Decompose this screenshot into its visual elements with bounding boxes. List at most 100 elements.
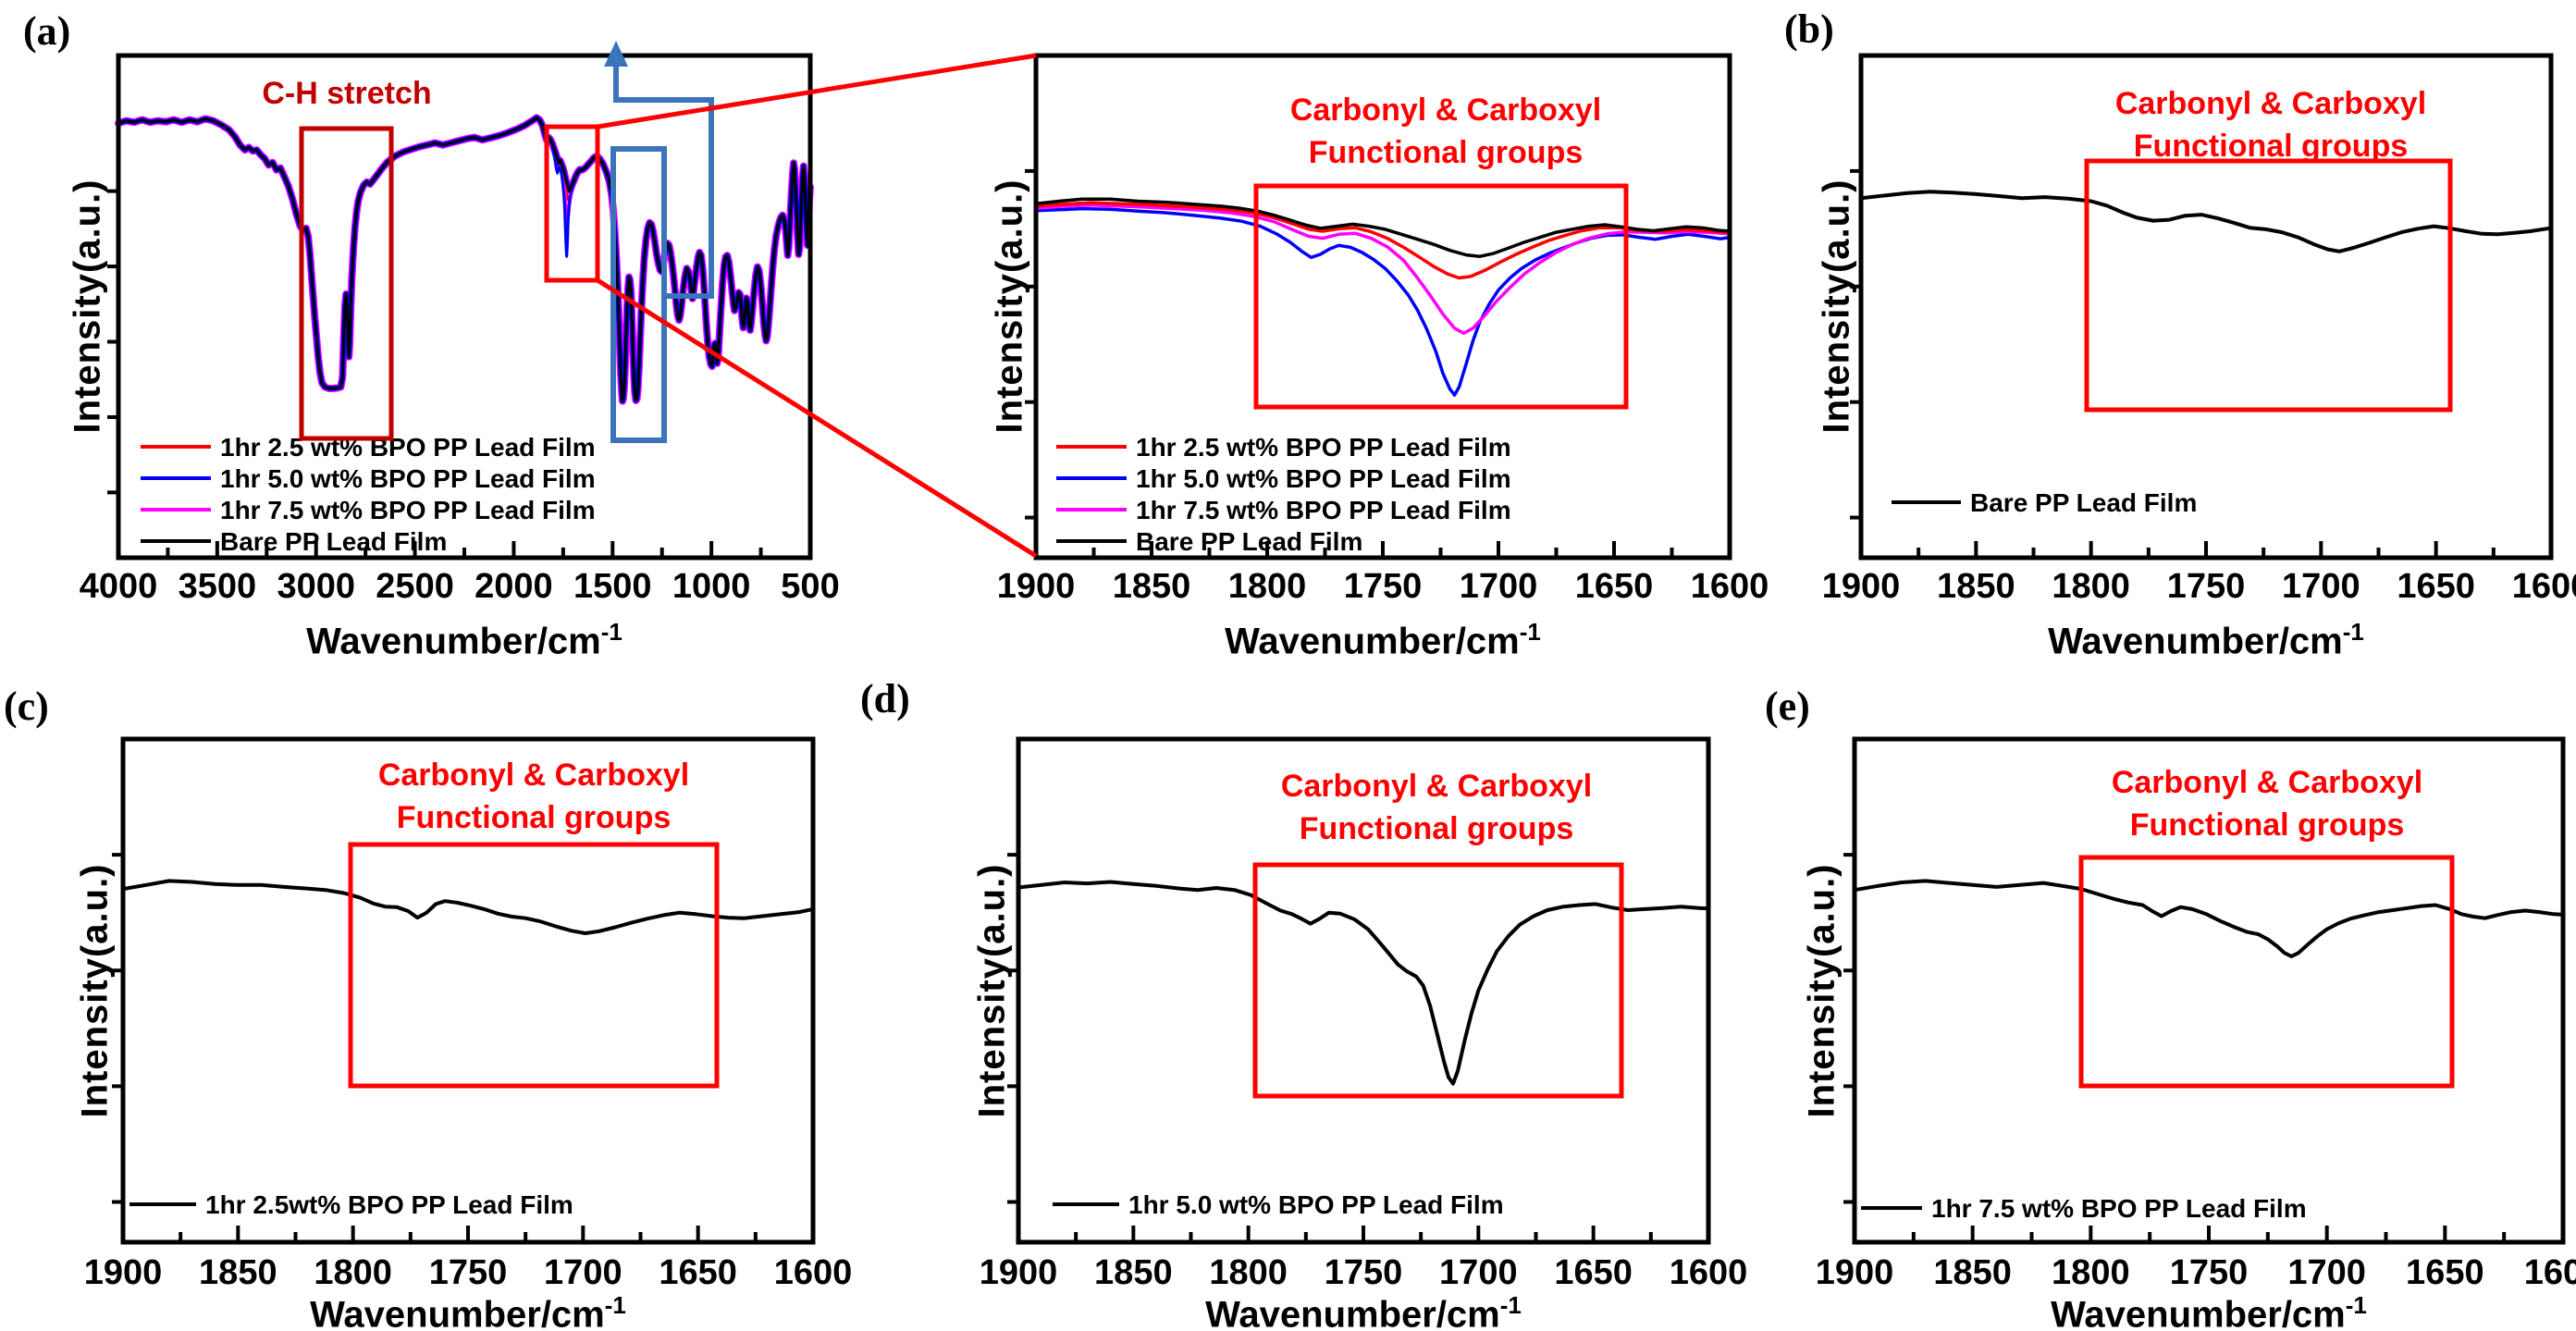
x-tick-label: 1750: [2167, 567, 2246, 606]
axes-box: [1858, 53, 2554, 561]
carbonyl-title-c: Carbonyl & Carboxyl Functional groups: [378, 754, 689, 839]
x-axis-title-text: Wavenumber/cm: [1205, 1294, 1500, 1331]
carbonyl-title-line1: Carbonyl & Carboxyl: [2111, 765, 2423, 800]
x-tick-label: 1750: [2170, 1253, 2249, 1292]
panel-a_zoom: 1900 1850 1800 1750 1700 1650 1600 1hr 2.5 wt% …: [997, 53, 1769, 606]
ch-stretch-label: C-H stretch: [262, 76, 432, 111]
legend-label: 1hr 5.0 wt% BPO PP Lead Film: [220, 464, 596, 493]
x-tick-label: 2500: [376, 567, 454, 606]
x-tick-label: 1850: [1933, 1253, 2012, 1292]
axes-box: [1852, 736, 2566, 1245]
blue-arrow-head: [604, 41, 628, 67]
axes-box: [1033, 53, 1732, 561]
x-tick-label: 1850: [1113, 567, 1191, 606]
x-axis-title-text: Wavenumber/cm: [306, 621, 601, 662]
x-tick-label: 1750: [1325, 1253, 1403, 1292]
x-tick-label: 1750: [1344, 567, 1423, 606]
x-axis-title-sup: -1: [2342, 618, 2364, 646]
x-axis-title-b: Wavenumber/cm-1: [2048, 618, 2364, 662]
curve-1hr-2.5-wt-bpo-pp-lead-film: [1034, 201, 1732, 280]
x-tick-label: 1600: [1670, 1253, 1748, 1292]
annotations: [299, 41, 2455, 1099]
legend-label: 1hr 5.0 wt% BPO PP Lead Film: [1136, 464, 1511, 493]
curve-bare-pp-lead-film: [1034, 197, 1732, 258]
x-axis-title-sup: -1: [600, 618, 622, 646]
curve-1hr-7.5-wt-bpo-pp-lead-film: [1034, 203, 1732, 336]
panel-label-c: (c): [4, 684, 49, 729]
x-axis-title-text: Wavenumber/cm: [2048, 621, 2343, 662]
carbonyl-highlight-box: [348, 842, 720, 1089]
x-tick-label: 1700: [2287, 1253, 2366, 1292]
x-tick-label: 1650: [2397, 567, 2475, 606]
x-axis-title-text: Wavenumber/cm: [2051, 1294, 2346, 1331]
panel-label-b: (b): [1784, 6, 1834, 52]
panel-c: 1900 1850 1800 1750 1700 1650 1600 1hr 2.5wt% B…: [84, 736, 852, 1292]
x-tick-label: 1900: [997, 567, 1076, 606]
y-axis-title-b: Intensity(a.u.): [1816, 179, 1857, 434]
x-axis-title-d: Wavenumber/cm-1: [1205, 1291, 1522, 1331]
y-axis-title-a: Intensity(a.u.): [67, 179, 108, 434]
carbonyl-title-line2: Functional groups: [1299, 811, 1574, 846]
x-tick-label: 1650: [2406, 1253, 2484, 1292]
blue-zoom-bracket: [613, 59, 714, 299]
legend-label: 1hr 5.0 wt% BPO PP Lead Film: [1128, 1190, 1504, 1219]
x-tick-label: 1850: [1937, 567, 2015, 606]
x-tick-label: 1900: [1816, 1253, 1894, 1292]
x-axis-title-sup: -1: [1519, 618, 1541, 646]
x-tick-label: 1800: [1209, 1253, 1288, 1292]
carbonyl-highlight-box: [2078, 855, 2455, 1089]
x-tick-label: 1500: [573, 567, 652, 606]
panel-label-e: (e): [1765, 684, 1810, 729]
y-axis-title-c: Intensity(a.u.): [74, 863, 116, 1118]
curve-1hr-2.5wt-bpo-pp-lead-film: [121, 879, 815, 935]
y-axis-title-d: Intensity(a.u.): [971, 863, 1013, 1118]
x-tick-label: 1650: [1554, 1253, 1633, 1292]
x-tick-label: 1600: [2512, 567, 2576, 606]
x-tick-label: 500: [781, 567, 839, 606]
x-tick-label: 1800: [314, 1253, 392, 1292]
legend-label: 1hr 2.5 wt% BPO PP Lead Film: [220, 433, 596, 462]
carbonyl-title-a-zoom: Carbonyl & Carboxyl Functional groups: [1290, 89, 1601, 174]
x-axis-title-sup: -1: [1499, 1291, 1522, 1319]
x-axis-title-text: Wavenumber/cm: [310, 1294, 605, 1331]
x-tick-label: 1600: [1691, 567, 1769, 606]
x-tick-label: 1650: [1575, 567, 1654, 606]
x-tick-label: 1800: [2052, 567, 2130, 606]
x-tick-label: 3500: [179, 567, 257, 606]
legend-label: 1hr 2.5 wt% BPO PP Lead Film: [1136, 433, 1511, 462]
carbonyl-region-box: [544, 124, 600, 283]
x-tick-label: 1650: [659, 1253, 737, 1292]
carbonyl-title-line1: Carbonyl & Carboxyl: [1280, 769, 1593, 804]
carbonyl-title-line1: Carbonyl & Carboxyl: [2114, 86, 2427, 121]
x-axis-title-a-zoom: Wavenumber/cm-1: [1225, 618, 1541, 662]
carbonyl-title-e: Carbonyl & Carboxyl Functional groups: [2112, 761, 2422, 846]
legend-label: Bare PP Lead Film: [1970, 488, 2197, 517]
curve-fringe-magenta: [115, 114, 814, 405]
panel-b: 1900 1850 1800 1750 1700 1650 1600 Bare PP Lead…: [1822, 53, 2576, 606]
x-tick-label: 1600: [2524, 1253, 2576, 1292]
x-axis-title-text: Wavenumber/cm: [1225, 621, 1520, 662]
ch-stretch-box: [299, 126, 394, 441]
legend-label: Bare PP Lead Film: [220, 527, 447, 556]
x-tick-label: 1700: [1460, 567, 1538, 606]
panel-label-d: (d): [860, 676, 910, 721]
legend-label: 1hr 7.5 wt% BPO PP Lead Film: [1931, 1194, 2307, 1223]
panel-e: 1900 1850 1800 1750 1700 1650 1600 1hr 7.5 wt% …: [1816, 736, 2576, 1292]
carbonyl-title-d: Carbonyl & Carboxyl Functional groups: [1281, 765, 1592, 850]
x-tick-label: 1900: [1822, 567, 1901, 606]
panel-label-a: (a): [23, 8, 71, 54]
carbonyl-highlight-box: [2084, 158, 2453, 413]
x-axis-title-e: Wavenumber/cm-1: [2051, 1291, 2367, 1331]
carbonyl-title-line1: Carbonyl & Carboxyl: [1289, 92, 1602, 128]
carbonyl-title-b: Carbonyl & Carboxyl Functional groups: [2115, 82, 2426, 167]
legend-label: 1hr 2.5wt% BPO PP Lead Film: [205, 1190, 573, 1219]
axes-box: [116, 53, 813, 561]
carbonyl-title-line2: Functional groups: [2129, 807, 2405, 843]
x-tick-label: 1850: [199, 1253, 277, 1292]
carbonyl-title-line2: Functional groups: [1308, 135, 1584, 170]
axes-box: [120, 736, 816, 1245]
y-axis-title-a-zoom: Intensity(a.u.): [989, 179, 1030, 434]
x-axis-title-a: Wavenumber/cm-1: [306, 618, 622, 662]
